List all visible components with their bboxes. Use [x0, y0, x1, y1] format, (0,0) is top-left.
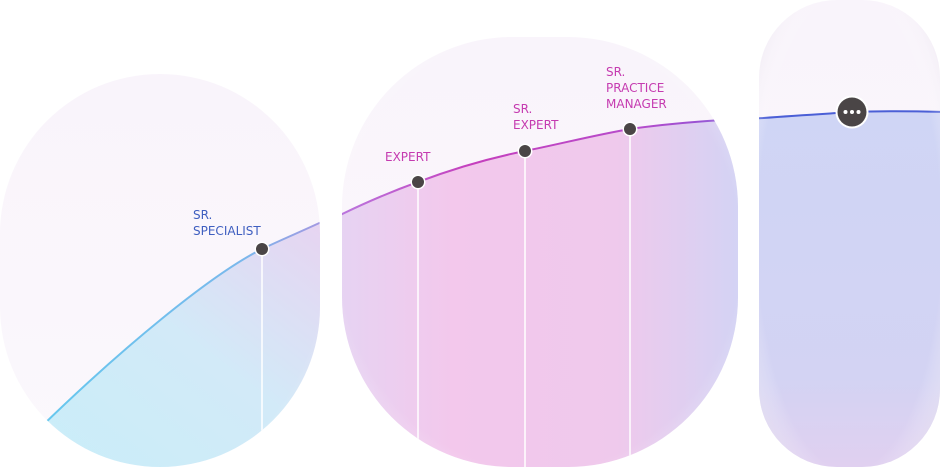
- label-line: MANAGER: [606, 97, 667, 111]
- milestone-label-expert: EXPERT: [385, 150, 431, 164]
- milestone-label-sr-practice-manager: SR. PRACTICE MANAGER: [606, 65, 668, 111]
- label-line: EXPERT: [385, 150, 431, 164]
- more-icon: [843, 110, 861, 114]
- label-line: EXPERT: [513, 118, 559, 132]
- milestone-node-expert[interactable]: [410, 174, 426, 190]
- milestone-node-sr-expert[interactable]: [517, 143, 533, 159]
- label-line: SR.: [513, 102, 532, 116]
- label-line: PRACTICE: [606, 81, 664, 95]
- milestone-label-sr-expert: SR. EXPERT: [513, 102, 559, 132]
- milestone-node-sr-specialist[interactable]: [254, 241, 270, 257]
- milestone-node-sr-practice-manager[interactable]: [622, 121, 638, 137]
- milestone-label-sr-specialist: SR. SPECIALIST: [193, 208, 261, 238]
- label-line: SR.: [193, 208, 212, 222]
- label-line: SPECIALIST: [193, 224, 261, 238]
- panel-left: [0, 74, 320, 467]
- more-button[interactable]: [835, 95, 869, 129]
- label-line: SR.: [606, 65, 625, 79]
- panel-middle: [342, 37, 738, 467]
- panel-right: [759, 0, 940, 467]
